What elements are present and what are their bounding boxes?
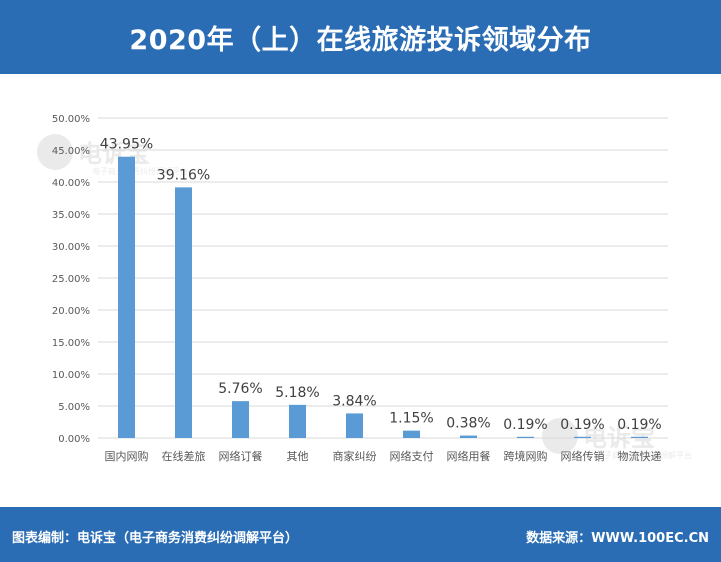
chart-title: 2020年（上）在线旅游投诉领域分布 bbox=[129, 24, 592, 56]
x-tick-label: 其他 bbox=[287, 450, 309, 463]
watermark-brand-text: 电诉宝 bbox=[78, 140, 150, 168]
y-axis-ticks: 0.00% 5.00% 10.00% 15.00% 20.00% 25.00% 30.00%… bbox=[52, 114, 90, 445]
bar bbox=[232, 401, 249, 438]
watermark-tagline-text: 电子商务消费纠纷调解平台 bbox=[92, 166, 188, 176]
y-tick-label: 5.00% bbox=[58, 402, 90, 413]
data-label: 5.18% bbox=[275, 385, 319, 401]
bar bbox=[289, 404, 306, 438]
data-label: 1.15% bbox=[389, 411, 433, 427]
y-tick-label: 35.00% bbox=[52, 210, 90, 221]
data-label: 5.76% bbox=[218, 381, 262, 397]
title-banner: 2020年（上）在线旅游投诉领域分布 bbox=[0, 0, 721, 74]
bar bbox=[346, 413, 363, 438]
x-tick-label: 网络支付 bbox=[390, 449, 434, 463]
y-tick-label: 15.00% bbox=[52, 338, 90, 349]
data-label: 0.38% bbox=[446, 416, 490, 432]
data-label: 43.95% bbox=[100, 137, 153, 153]
data-label: 3.84% bbox=[332, 393, 376, 409]
y-tick-label: 45.00% bbox=[52, 146, 90, 157]
y-tick-label: 40.00% bbox=[52, 178, 90, 189]
footer-credit: 图表编制：电诉宝（电子商务消费纠纷调解平台） bbox=[12, 531, 299, 546]
bar bbox=[403, 430, 420, 438]
bar bbox=[118, 156, 135, 438]
chart-area: 电诉宝 电子商务消费纠纷调解平台 电诉宝 电子商务消费纠纷调解平台 0.00% 5… bbox=[0, 74, 721, 507]
bar bbox=[574, 436, 591, 438]
x-tick-label: 商家纠纷 bbox=[333, 449, 377, 463]
bar-chart: 电诉宝 电子商务消费纠纷调解平台 电诉宝 电子商务消费纠纷调解平台 0.00% 5… bbox=[37, 114, 692, 463]
watermark-tagline-text: 电子商务消费纠纷调解平台 bbox=[596, 450, 692, 460]
x-tick-label: 跨境网购 bbox=[504, 449, 548, 463]
y-tick-label: 50.00% bbox=[52, 114, 90, 125]
data-label: 39.16% bbox=[157, 167, 210, 183]
x-tick-label: 网络用餐 bbox=[447, 449, 491, 463]
data-labels: 43.95%39.16% 5.76% 5.18% 3.84% 1.15% 0.38% 0.1… bbox=[100, 137, 662, 433]
bar bbox=[175, 187, 192, 438]
bar bbox=[517, 436, 534, 438]
x-tick-label: 国内网购 bbox=[105, 449, 149, 463]
footer-banner: 图表编制：电诉宝（电子商务消费纠纷调解平台） 数据来源：WWW.100EC.CN bbox=[0, 507, 721, 562]
data-label: 0.19% bbox=[617, 417, 661, 433]
x-tick-label: 网络传销 bbox=[561, 449, 605, 463]
x-axis-ticks: 国内网购 在线差旅 网络订餐 其他 商家纠纷 网络支付 网络用餐 跨境网购 网络传销 物流快递 bbox=[105, 449, 662, 463]
y-tick-label: 20.00% bbox=[52, 306, 90, 317]
bar bbox=[631, 436, 648, 438]
y-tick-label: 10.00% bbox=[52, 370, 90, 381]
x-tick-label: 在线差旅 bbox=[162, 449, 206, 463]
x-tick-label: 网络订餐 bbox=[219, 449, 263, 463]
bars bbox=[118, 156, 648, 438]
footer-source: 数据来源：WWW.100EC.CN bbox=[526, 531, 709, 546]
y-tick-label: 30.00% bbox=[52, 242, 90, 253]
x-tick-label: 物流快递 bbox=[618, 449, 662, 463]
data-label: 0.19% bbox=[560, 417, 604, 433]
data-label: 0.19% bbox=[503, 417, 547, 433]
y-tick-label: 0.00% bbox=[58, 434, 90, 445]
y-tick-label: 25.00% bbox=[52, 274, 90, 285]
gridlines bbox=[98, 117, 668, 439]
watermark-top-left: 电诉宝 电子商务消费纠纷调解平台 bbox=[37, 134, 188, 176]
bar bbox=[460, 435, 477, 438]
